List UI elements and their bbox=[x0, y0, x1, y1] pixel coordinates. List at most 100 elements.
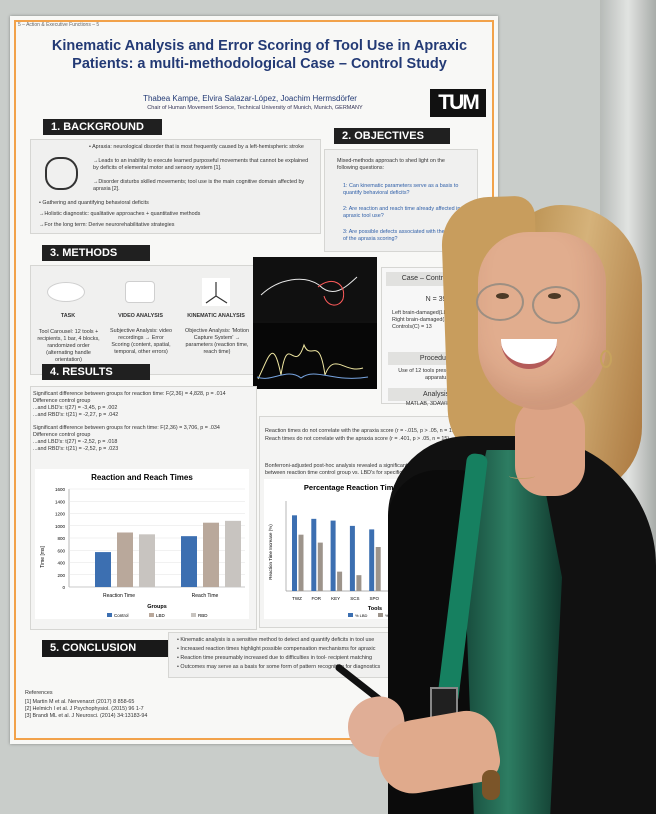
motion-capture-plots bbox=[253, 257, 377, 389]
references-heading: References bbox=[25, 690, 53, 696]
percentage-tool-label: SPO bbox=[369, 596, 379, 601]
methods-box: TASK Tool Carousel: 12 tools + recipient… bbox=[30, 265, 257, 375]
analysis-text: MATLAB, 3DAWIN, SPSS bbox=[405, 401, 469, 407]
background-title: 1. BACKGROUND bbox=[43, 119, 162, 135]
reaction-chart-ylabel: Time [ms] bbox=[40, 546, 46, 568]
kinematic-heading: KINEMATIC ANALYSIS bbox=[187, 313, 245, 319]
earring bbox=[600, 350, 612, 368]
reaction-legend-swatch bbox=[149, 613, 154, 617]
presenter-face bbox=[478, 232, 606, 410]
result-line-7: ...and LBD's: t(27) = -2,52, p = .018 bbox=[33, 439, 118, 445]
reaction-category-label: Reach Time bbox=[192, 593, 219, 599]
reaction-y-tick: 1400 bbox=[55, 499, 66, 504]
percentage-bar bbox=[298, 534, 304, 591]
percentage-legend-swatch bbox=[348, 613, 353, 617]
percentage-bar bbox=[311, 518, 317, 591]
poster-title: Kinematic Analysis and Error Scoring of … bbox=[51, 38, 468, 72]
reaction-chart-xlabel: Groups bbox=[147, 604, 167, 610]
reaction-legend-swatch bbox=[107, 613, 112, 617]
result-line-2: Difference control group bbox=[33, 398, 91, 404]
reaction-chart-title: Reaction and Reach Times bbox=[91, 473, 193, 482]
result-line-8: ...and RBD's: t(21) = -2,52, p = .023 bbox=[33, 446, 119, 452]
correlation-line-1: Reaction times do not correlate with the… bbox=[265, 428, 457, 434]
objectives-intro: Mixed-methods approach to shed light on … bbox=[337, 158, 445, 171]
percentage-bar bbox=[317, 542, 323, 591]
percentage-bar bbox=[356, 575, 362, 591]
reaction-y-tick: 200 bbox=[57, 573, 65, 578]
task-heading: TASK bbox=[60, 313, 76, 319]
conclusion-line-3: • Reaction time presumably increased due… bbox=[177, 655, 373, 661]
glasses-left-lens bbox=[476, 283, 524, 321]
conclusion-line-1: • Kinematic analysis is a sensitive meth… bbox=[177, 637, 375, 643]
tum-logo: TUM bbox=[430, 89, 486, 117]
post-hoc-line: Bonferroni-adjusted post-hoc analysis re… bbox=[265, 463, 455, 476]
reaction-y-tick: 1000 bbox=[55, 524, 66, 529]
result-line-6: Difference control group bbox=[33, 432, 91, 438]
reaction-y-tick: 400 bbox=[57, 561, 65, 566]
necklace bbox=[509, 473, 535, 479]
poster-authors: Thabea Kampe, Elvira Salazar-López, Joac… bbox=[143, 94, 357, 103]
reaction-legend-swatch bbox=[191, 613, 196, 617]
result-line-4: ...and RBD's: t(21) = -2,27, p = .042 bbox=[33, 412, 119, 418]
background-line-3: →Disorder disturbs skilled movements; to… bbox=[93, 179, 305, 192]
result-line-1: Significant difference between groups fo… bbox=[33, 391, 226, 397]
glasses-right-lens bbox=[532, 286, 580, 324]
brain-icon bbox=[45, 157, 78, 190]
reaction-legend-label: Control bbox=[114, 613, 129, 618]
reaction-legend-label: RBD bbox=[198, 613, 208, 618]
background-line-6: →For the long term: Derive neurorehabili… bbox=[39, 222, 175, 228]
video-camera-icon bbox=[125, 281, 155, 303]
percentage-tool-label: SCS bbox=[350, 596, 359, 601]
reaction-bar bbox=[203, 522, 219, 587]
axes-icon bbox=[202, 278, 230, 306]
reference-2: [2] Helmich I et al. J Psychophysiol. (2… bbox=[25, 706, 144, 712]
objective-2: 2: Are reaction and reach time already a… bbox=[343, 206, 461, 219]
correlation-line-2: Reach times do not correlate with the ap… bbox=[265, 436, 450, 442]
poster-affiliation: Chair of Human Movement Science, Technic… bbox=[147, 105, 363, 111]
conclusion-line-4: • Outcomes may serve as a basis for some… bbox=[177, 664, 381, 670]
reaction-y-tick: 0 bbox=[62, 585, 65, 590]
results-box: Significant difference between groups fo… bbox=[30, 386, 257, 630]
result-line-5: Significant difference between groups fo… bbox=[33, 425, 220, 431]
percentage-bar bbox=[375, 547, 381, 591]
reference-1: [1] Martin M et al. Nervenarzt (2017) 8 … bbox=[25, 699, 135, 705]
percentage-tool-label: KEY bbox=[331, 596, 340, 601]
percentage-chart-ylabel: Reaction Time Increase (%) bbox=[268, 524, 273, 580]
reaction-y-tick: 1200 bbox=[55, 512, 66, 517]
percentage-tool-label: FOR bbox=[312, 596, 322, 601]
reaction-bar bbox=[225, 520, 241, 587]
reaction-y-tick: 1600 bbox=[55, 487, 66, 492]
presenter-neck bbox=[515, 398, 585, 496]
methods-title: 3. METHODS bbox=[42, 245, 150, 261]
reaction-legend-label: LBD bbox=[156, 613, 166, 618]
percentage-bar bbox=[330, 520, 336, 591]
task-text: Tool Carousel: 12 tools + recipients, 1 … bbox=[37, 329, 100, 363]
percentage-bar bbox=[369, 529, 375, 591]
percentage-chart-xlabel: Tools bbox=[368, 606, 382, 612]
background-line-4: • Gathering and quantifying behavioral d… bbox=[39, 200, 149, 206]
percentage-tool-label: TWZ bbox=[292, 596, 302, 601]
group-rbd: Right brain-damaged(RBD) = 10 bbox=[392, 317, 470, 323]
video-heading: VIDEO ANALYSIS bbox=[118, 313, 163, 319]
video-text: Subjective Analysis: video recordings → … bbox=[109, 328, 173, 355]
reaction-bar bbox=[117, 532, 133, 587]
poster-category: 5 – Action & Executive Functions – 5 bbox=[18, 22, 100, 28]
reaction-reach-chart: Reaction and Reach Times Time [ms] 1600 140… bbox=[35, 469, 249, 619]
reaction-bar bbox=[95, 552, 111, 587]
reference-3: [3] Brandi ML et al. J Neurosci. (2014) … bbox=[25, 713, 148, 719]
percentage-legend-label: % LBD bbox=[355, 613, 368, 618]
reaction-y-tick: 600 bbox=[57, 548, 65, 553]
objective-1: 1: Can kinematic parameters serve as a b… bbox=[343, 183, 459, 196]
percentage-chart-title: Percentage Reaction Time Increase bbox=[304, 483, 430, 492]
conclusion-line-2: • Increased reaction times highlight pos… bbox=[177, 646, 376, 652]
background-box: • Apraxia: neurological disorder that is… bbox=[30, 139, 321, 234]
background-line-2: →Leads to an inability to execute learne… bbox=[93, 158, 309, 171]
results-title: 4. RESULTS bbox=[42, 364, 150, 380]
reaction-bar bbox=[181, 536, 197, 587]
procedure-text: Use of 12 tools presented by the apparat… bbox=[398, 368, 476, 381]
percentage-legend-swatch bbox=[378, 613, 383, 617]
percentage-bar bbox=[292, 515, 297, 591]
background-line-5: →Holistic diagnostic: qualitative approa… bbox=[39, 211, 201, 217]
group-control: Controls(C) = 13 bbox=[392, 324, 432, 330]
